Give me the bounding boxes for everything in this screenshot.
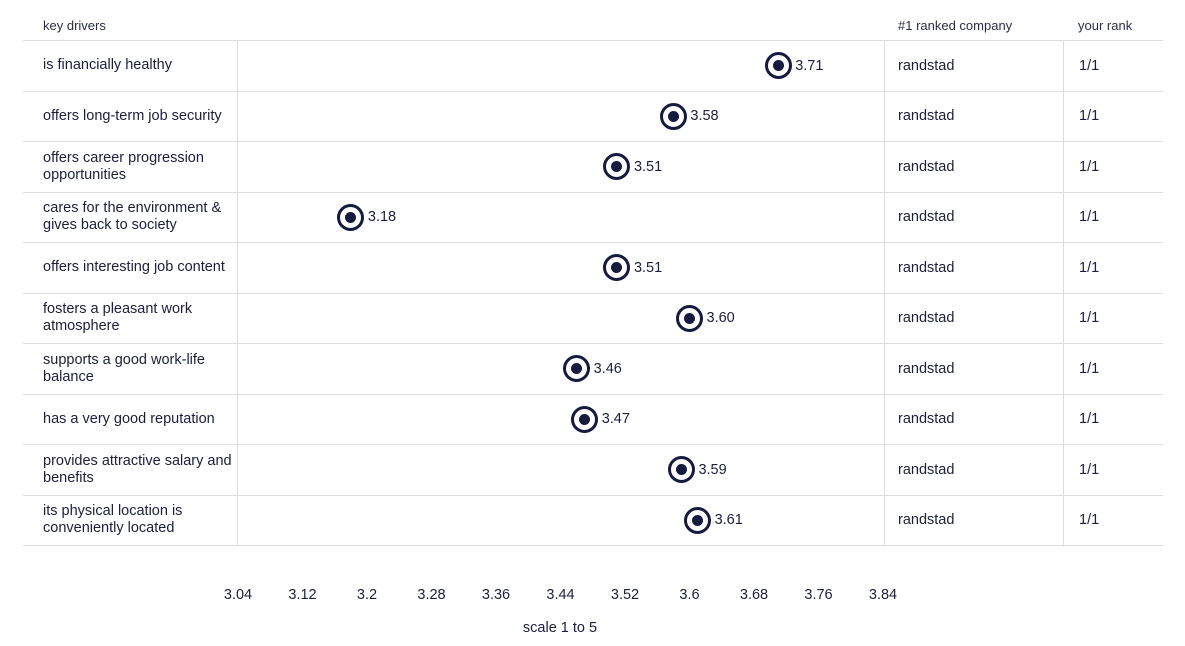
plot-cell: 3.47	[237, 394, 885, 444]
data-point-label: 3.59	[698, 461, 727, 478]
your-rank: 1/1	[1079, 108, 1100, 125]
your-rank-cell: 1/1	[1063, 243, 1163, 293]
data-point-label: 3.51	[633, 158, 663, 175]
your-rank-cell: 1/1	[1063, 91, 1163, 141]
drivers-table: is financially healthy 3.71 randstad 1/1 off…	[23, 41, 1163, 546]
data-point-marker	[563, 355, 591, 383]
x-tick-label: 3.44	[546, 587, 575, 603]
data-point-label: 3.60	[706, 310, 735, 327]
x-tick-label: 3.76	[804, 587, 833, 603]
data-point-label: 3.71	[795, 57, 824, 74]
plot-cell: 3.46	[237, 344, 885, 394]
ranked-company: randstad	[898, 158, 955, 175]
driver-label: offers long-term job security	[43, 107, 222, 124]
table-row: offers interesting job content 3.51 randst…	[23, 243, 1163, 294]
table-row: fosters a pleasant work atmosphere 3.60 ra…	[23, 293, 1163, 344]
data-point-label: 3.46	[593, 360, 622, 377]
ranked-company: randstad	[898, 360, 955, 377]
driver-label: offers interesting job content	[43, 259, 225, 276]
x-axis-label: scale 1 to 5	[522, 620, 598, 636]
driver-label: provides attractive salary and benefits	[43, 452, 232, 486]
driver-label: offers career progression opportunities	[43, 149, 204, 183]
ranked-company: randstad	[898, 461, 955, 478]
ranked-company: randstad	[898, 209, 955, 226]
table-row: is financially healthy 3.71 randstad 1/1	[23, 41, 1163, 92]
your-rank: 1/1	[1079, 158, 1100, 175]
your-rank: 1/1	[1079, 57, 1100, 74]
data-point-marker	[676, 304, 703, 332]
x-tick-label: 3.04	[223, 587, 253, 603]
plot-cell: 3.51	[237, 243, 885, 293]
your-rank: 1/1	[1079, 411, 1100, 428]
data-point-label: 3.51	[633, 259, 663, 276]
data-point-marker	[603, 153, 631, 181]
data-point-marker	[684, 506, 712, 534]
ranked-company: randstad	[898, 259, 955, 276]
table-row: offers career progression opportunities 3…	[23, 142, 1163, 193]
data-point-marker	[603, 254, 631, 282]
driver-label: supports a good work-life balance	[43, 351, 205, 385]
ranked-company: randstad	[898, 310, 955, 327]
header-your-rank: your rank	[1078, 18, 1133, 33]
table-row: cares for the environment & gives back t…	[23, 192, 1163, 243]
your-rank: 1/1	[1079, 209, 1100, 226]
plot-cell: 3.58	[237, 91, 885, 141]
ranked-company: randstad	[898, 108, 955, 125]
plot-cell: 3.60	[237, 293, 885, 343]
plot-cell: 3.51	[237, 142, 885, 192]
data-point-label: 3.18	[367, 209, 397, 226]
driver-label: is financially healthy	[43, 57, 172, 74]
driver-label: has a very good reputation	[43, 410, 215, 427]
table-top-divider	[23, 40, 1163, 41]
driver-label: its physical location is conveniently lo…	[43, 503, 183, 537]
data-point-marker	[571, 405, 599, 433]
your-rank: 1/1	[1079, 461, 1100, 478]
header-ranked-company: #1 ranked company	[898, 18, 1013, 33]
data-point-marker	[337, 203, 365, 231]
x-tick-label: 3.12	[288, 587, 317, 603]
data-point-label: 3.47	[601, 411, 630, 428]
data-point-label: 3.58	[690, 108, 719, 125]
your-rank: 1/1	[1079, 360, 1100, 377]
your-rank-cell: 1/1	[1063, 344, 1163, 394]
ranked-company: randstad	[898, 57, 955, 74]
table-row: provides attractive salary and benefits 3…	[23, 445, 1163, 496]
your-rank-cell: 1/1	[1063, 41, 1163, 91]
data-point-label: 3.61	[714, 512, 743, 529]
your-rank: 1/1	[1079, 310, 1100, 327]
your-rank: 1/1	[1079, 259, 1100, 276]
plot-cell: 3.71	[237, 41, 885, 91]
plot-cell: 3.59	[237, 445, 885, 495]
your-rank-cell: 1/1	[1063, 192, 1163, 242]
x-axis-ticks: 3.04 3.12 3.2 3.28 3.36 3.44 3.52 3.6 3.68 3.76 3.…	[0, 587, 1185, 607]
table-row: its physical location is conveniently lo…	[23, 495, 1163, 546]
table-row: supports a good work-life balance 3.46 ran…	[23, 344, 1163, 395]
data-point-marker	[764, 52, 792, 80]
your-rank-cell: 1/1	[1063, 445, 1163, 495]
data-point-marker	[659, 102, 687, 130]
ranked-company: randstad	[898, 512, 955, 529]
plot-cell: 3.61	[237, 495, 885, 545]
x-tick-label: 3.2	[356, 587, 378, 603]
driver-label: fosters a pleasant work atmosphere	[43, 301, 193, 335]
your-rank-cell: 1/1	[1063, 495, 1163, 545]
ranked-company: randstad	[898, 411, 955, 428]
x-tick-label: 3.6	[679, 587, 700, 603]
table-row: offers long-term job security 3.58 randsta…	[23, 91, 1163, 142]
x-tick-label: 3.28	[417, 587, 446, 603]
table-row: has a very good reputation 3.47 randstad 1/…	[23, 394, 1163, 445]
your-rank: 1/1	[1079, 512, 1100, 529]
your-rank-cell: 1/1	[1063, 394, 1163, 444]
your-rank-cell: 1/1	[1063, 142, 1163, 192]
plot-cell: 3.18	[237, 192, 885, 242]
driver-label: cares for the environment & gives back t…	[43, 200, 222, 234]
your-rank-cell: 1/1	[1063, 293, 1163, 343]
x-tick-label: 3.84	[868, 587, 898, 603]
x-tick-label: 3.52	[610, 587, 640, 603]
x-tick-label: 3.68	[739, 587, 769, 603]
header-key-drivers: key drivers	[43, 18, 106, 33]
data-point-marker	[667, 456, 695, 484]
x-tick-label: 3.36	[481, 587, 511, 603]
